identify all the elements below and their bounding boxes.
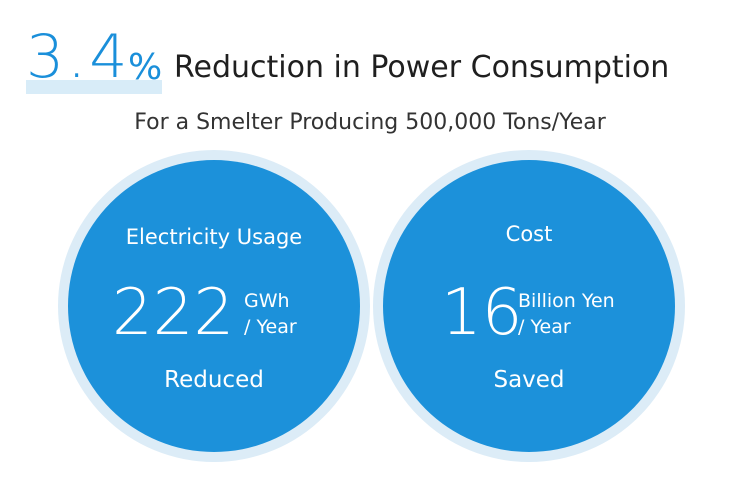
cost-card-unit: Billion Yen [518, 290, 615, 312]
cost-card-caption: Saved [493, 367, 565, 393]
electricity-card-caption: Reduced [164, 367, 264, 393]
cost-card-per-year: / Year [518, 316, 571, 338]
headline: 3.4 % Reduction in Power Consumption [26, 20, 726, 100]
subtitle: For a Smelter Producing 500,000 Tons/Yea… [134, 110, 606, 135]
headline-number: 3.4 [26, 22, 131, 92]
headline-highlight [26, 80, 162, 94]
electricity-card-value: 222 [112, 276, 235, 350]
headline-text: Reduction in Power Consumption [174, 50, 670, 85]
cost-card-value: 16 [441, 276, 523, 350]
electricity-card: Electricity Usage 222 GWh / Year Reduced [68, 160, 360, 452]
cost-card-halo: Cost 16 Billion Yen / Year Saved [373, 150, 685, 462]
electricity-card-title: Electricity Usage [125, 225, 303, 249]
cost-card-title: Cost [505, 222, 553, 246]
headline-percent-sign: % [128, 47, 163, 88]
electricity-card-unit: GWh [244, 290, 290, 312]
electricity-card-per-year: / Year [244, 316, 297, 338]
cost-card: Cost 16 Billion Yen / Year Saved [383, 160, 675, 452]
electricity-card-halo: Electricity Usage 222 GWh / Year Reduced [58, 150, 370, 462]
